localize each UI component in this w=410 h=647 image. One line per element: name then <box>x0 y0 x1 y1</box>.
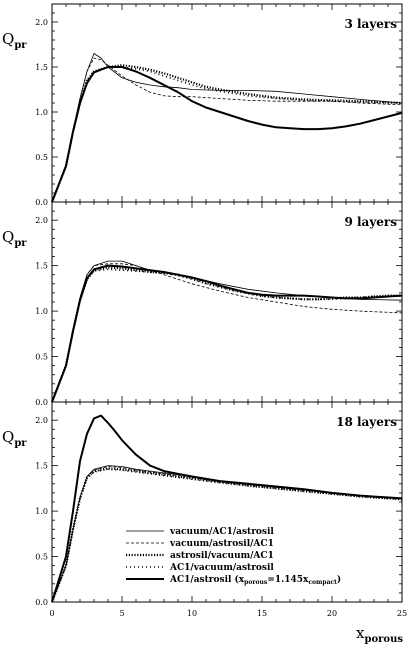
legend-label: AC1/astrosil (xporous=1.145xcompact) <box>169 574 341 586</box>
y-tick-label: 1.5 <box>35 462 48 471</box>
y-tick-label: 0.0 <box>35 598 48 607</box>
y-tick-label: 1.5 <box>35 63 48 72</box>
panel-title-2: 9 layers <box>344 215 397 229</box>
legend-label: vacuum/astrosil/AC1 <box>169 539 274 549</box>
x-tick-label: 5 <box>119 609 124 618</box>
y-tick-label: 1.0 <box>35 307 48 316</box>
series-line-vacuum-astrosil-ac1 <box>51 57 403 203</box>
series-line-ac1-vacuum-astrosil <box>51 66 403 203</box>
x-axis-label: xporous <box>356 624 403 645</box>
series-line-astrosil-vacuum-ac1 <box>50 266 402 403</box>
legend-label: vacuum/AC1/astrosil <box>169 527 274 537</box>
x-tick-label: 20 <box>327 609 337 618</box>
x-tick-label: 15 <box>257 609 267 618</box>
legend-label-part: ) <box>337 574 341 585</box>
panel-frame-1 <box>51 3 403 203</box>
y-axis-label: Qpr <box>2 30 27 51</box>
legend-label-sub: porous <box>244 579 268 586</box>
x-tick-label: 25 <box>397 609 407 618</box>
y-axis-label-sub: pr <box>14 40 27 51</box>
panel-frame-2 <box>51 201 403 403</box>
series-line-vacuum-ac1-astrosil <box>51 53 403 203</box>
series-line-astrosil-vacuum-ac1 <box>50 467 403 603</box>
series-line-ac1-astrosil <box>51 414 403 603</box>
y-tick-label: 2.0 <box>35 416 48 425</box>
x-axis-label-sub: porous <box>364 634 403 645</box>
y-tick-label: 1.0 <box>35 108 48 117</box>
series-line-ac1-astrosil <box>51 66 403 203</box>
legend-label: astrosil/vacuum/AC1 <box>170 551 274 561</box>
x-tick-label: 10 <box>187 609 197 618</box>
series-line-astrosil-vacuum-ac1 <box>50 64 403 203</box>
panel-title-1: 3 layers <box>344 17 397 31</box>
y-tick-label: 0.5 <box>35 353 48 362</box>
y-tick-label: 1.5 <box>35 262 48 271</box>
series-line-vacuum-ac1-astrosil <box>51 260 403 403</box>
y-tick-label: 0.5 <box>35 553 48 562</box>
y-axis-label-sub: pr <box>14 238 27 249</box>
y-axis-label: Qpr <box>2 428 27 449</box>
y-axis-label-sub: pr <box>14 438 27 449</box>
y-axis-label: Qpr <box>2 228 27 249</box>
panel-title-3: 18 layers <box>336 415 397 429</box>
legend-label-sub: compact <box>308 579 337 586</box>
legend-label-part: =1.145x <box>267 575 309 585</box>
y-tick-label: 2.0 <box>35 18 48 27</box>
series-line-vacuum-astrosil-ac1 <box>51 263 403 403</box>
y-tick-label: 0.0 <box>35 198 48 207</box>
y-tick-label: 2.0 <box>35 216 48 225</box>
y-tick-label: 0.5 <box>35 153 48 162</box>
legend-label: AC1/vacuum/astrosil <box>169 563 274 573</box>
series-line-ac1-astrosil <box>51 264 403 403</box>
y-tick-label: 0.0 <box>35 398 48 407</box>
x-tick-label: 0 <box>49 609 54 618</box>
y-tick-label: 1.0 <box>35 507 48 516</box>
